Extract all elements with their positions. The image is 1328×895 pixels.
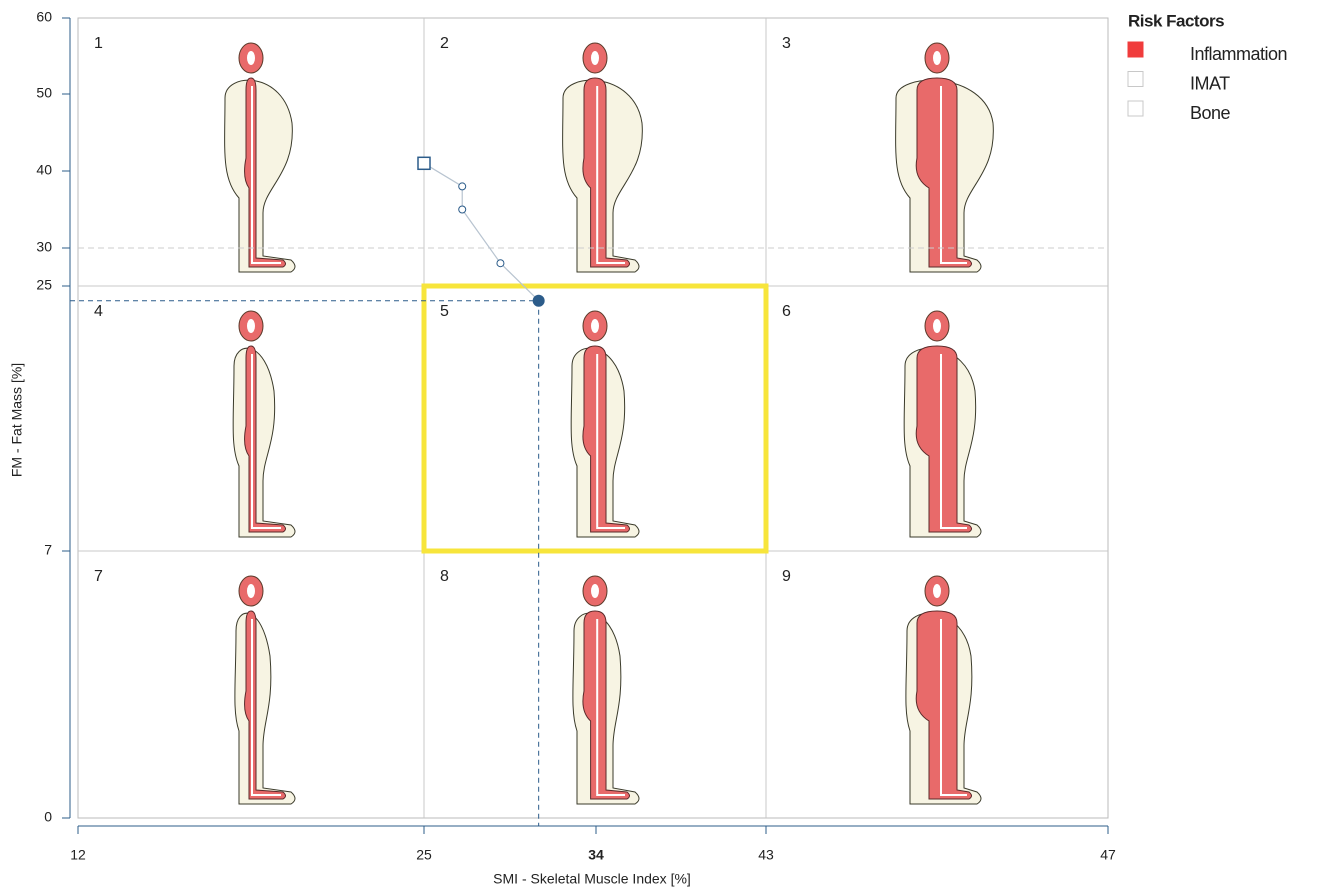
bone-line xyxy=(596,619,625,796)
current-point xyxy=(532,294,545,307)
body-figure xyxy=(895,42,994,273)
bone-line xyxy=(251,354,281,529)
legend-label: IMAT xyxy=(1190,73,1230,93)
fat-outline xyxy=(224,79,296,273)
x-axis-label: SMI - Skeletal Muscle Index [%] xyxy=(493,871,691,887)
legend-swatch xyxy=(1127,41,1144,58)
y-tick-label: 7 xyxy=(44,542,52,558)
cell-label: 1 xyxy=(94,35,103,52)
x-tick-label: 12 xyxy=(70,847,86,863)
cell-label: 8 xyxy=(440,568,449,585)
y-axis-label: FM - Fat Mass [%] xyxy=(9,363,25,477)
bone-line xyxy=(940,619,967,796)
muscle xyxy=(244,77,286,268)
y-tick-label: 50 xyxy=(36,85,52,101)
head-inner xyxy=(247,319,255,333)
cell-label: 3 xyxy=(782,35,791,52)
cell-label: 6 xyxy=(782,303,791,320)
bone-line xyxy=(251,619,281,796)
legend-title: Risk Factors xyxy=(1128,11,1224,30)
head-inner xyxy=(247,51,255,65)
figures xyxy=(224,42,994,805)
cell-label: 2 xyxy=(440,35,449,52)
body-figure xyxy=(570,310,640,538)
muscle xyxy=(915,610,972,800)
point xyxy=(458,205,467,214)
start-point xyxy=(417,156,431,171)
y-tick-label: 60 xyxy=(36,9,52,25)
head-inner xyxy=(933,584,941,598)
cell-label: 4 xyxy=(94,303,103,320)
x-tick-label: 34 xyxy=(588,847,604,863)
bone-line xyxy=(940,354,967,529)
x-tick-label: 47 xyxy=(1100,847,1116,863)
bone-line xyxy=(596,354,625,529)
head-inner xyxy=(591,319,599,333)
head-inner xyxy=(591,51,599,65)
cell-label: 9 xyxy=(782,568,791,585)
head-inner xyxy=(933,51,941,65)
body-figure xyxy=(905,575,982,805)
y-tick-label: 40 xyxy=(36,162,52,178)
y-tick-label: 25 xyxy=(36,277,52,293)
body-figure xyxy=(232,310,296,538)
y-tick-label: 30 xyxy=(36,239,52,255)
muscle xyxy=(915,77,972,268)
bone-line xyxy=(251,86,281,264)
legend-swatch xyxy=(1127,71,1144,87)
muscle xyxy=(582,77,630,268)
x-tick-label: 43 xyxy=(758,847,774,863)
muscle xyxy=(582,345,630,533)
bone-line xyxy=(596,86,625,264)
body-figure xyxy=(562,42,643,273)
highlight xyxy=(421,283,769,554)
body-figure xyxy=(903,310,982,538)
point xyxy=(458,182,467,191)
muscle xyxy=(244,610,286,800)
body-figure xyxy=(234,575,296,805)
head-inner xyxy=(591,584,599,598)
body-figure xyxy=(224,42,296,273)
muscle xyxy=(244,345,286,533)
head-inner xyxy=(247,584,255,598)
body-figure xyxy=(572,575,640,805)
x-tick-label: 25 xyxy=(416,847,432,863)
legend-label: Inflammation xyxy=(1190,44,1287,64)
legend-label: Bone xyxy=(1190,103,1231,123)
cell-label: 7 xyxy=(94,568,103,585)
muscle xyxy=(582,610,630,800)
y-tick-label: 0 xyxy=(44,809,52,825)
legend-swatch xyxy=(1127,100,1144,117)
bone-line xyxy=(940,86,967,264)
muscle xyxy=(915,345,972,533)
head-inner xyxy=(933,319,941,333)
cell-label: 5 xyxy=(440,303,449,320)
point xyxy=(496,259,505,268)
